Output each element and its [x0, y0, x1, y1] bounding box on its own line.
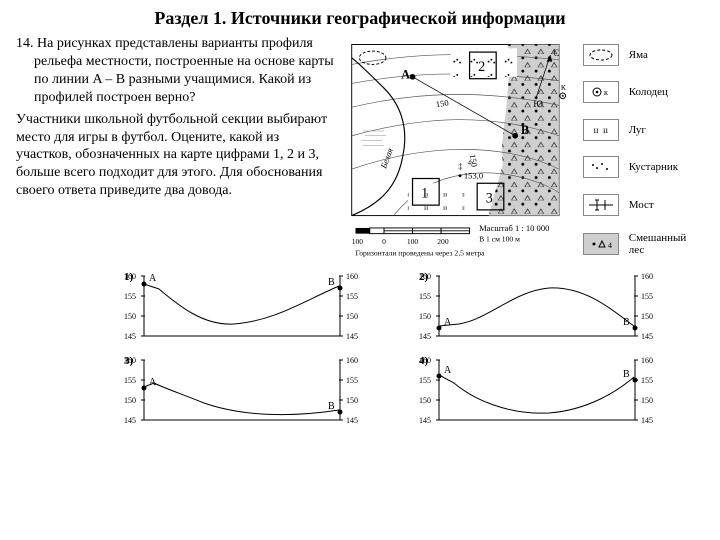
- page-title: Раздел 1. Источники географической инфор…: [16, 8, 704, 29]
- svg-text:150: 150: [124, 312, 136, 321]
- svg-text:155: 155: [641, 292, 653, 301]
- svg-text:A: A: [444, 317, 452, 328]
- plot-3: 3: [486, 190, 493, 206]
- plot-1: 1: [421, 186, 428, 202]
- svg-text:150: 150: [419, 312, 431, 321]
- legend-bridge-icon: [583, 194, 619, 216]
- svg-text:145: 145: [641, 332, 653, 341]
- svg-text:Ю: Ю: [534, 100, 544, 110]
- svg-text:0: 0: [383, 237, 387, 246]
- spot-height: 153,0: [464, 171, 483, 181]
- question-number: 14.: [16, 36, 34, 51]
- svg-text:A: A: [149, 377, 157, 388]
- svg-text:B: B: [623, 317, 630, 328]
- question-p2: Участники школьной футбольной секции выб…: [16, 111, 336, 201]
- svg-text:B: B: [328, 401, 335, 412]
- legend-well: Колодец: [625, 75, 702, 111]
- map-legend: Яма к Колодец ıı ıı Луг Кустарник Мост 4 См…: [577, 35, 704, 265]
- profile-3: 3) 145150155160145150155160 A B: [124, 355, 374, 430]
- svg-text:150: 150: [346, 396, 358, 405]
- svg-text:155: 155: [346, 292, 358, 301]
- legend-meadow-icon: ıı ıı: [583, 119, 619, 141]
- svg-text:155: 155: [641, 376, 653, 385]
- question-p1: На рисунках представлены варианты профил…: [34, 36, 334, 105]
- svg-text:145: 145: [124, 416, 136, 425]
- svg-text:160: 160: [641, 356, 653, 365]
- point-a: A: [402, 68, 411, 82]
- plot-2: 2: [479, 59, 486, 75]
- svg-text:145: 145: [346, 332, 358, 341]
- legend-shrub: Кустарник: [625, 150, 702, 186]
- legend-forest-icon: 4: [583, 233, 619, 255]
- svg-text:160: 160: [346, 356, 358, 365]
- profile-2: 2) 145150155160145150155160 A B: [419, 271, 669, 346]
- profile-charts: 1) 145150155160145150155160 A B 2) 14515…: [124, 271, 684, 435]
- svg-text:100: 100: [407, 237, 419, 246]
- svg-text:160: 160: [124, 356, 136, 365]
- svg-text:B: B: [623, 369, 630, 380]
- svg-text:145: 145: [419, 416, 431, 425]
- legend-meadow: Луг: [625, 112, 702, 148]
- svg-text:4: 4: [608, 241, 612, 250]
- svg-text:155: 155: [124, 292, 136, 301]
- profile-1: 1) 145150155160145150155160 A B: [124, 271, 374, 346]
- svg-text:Горизонтали проведены через 2,: Горизонтали проведены через 2,5 метра: [356, 249, 486, 258]
- svg-text:155: 155: [124, 376, 136, 385]
- svg-text:150: 150: [419, 396, 431, 405]
- svg-text:160: 160: [419, 272, 431, 281]
- scale-bar: 100 0 100 200 Масштаб 1 : 10 000 В 1 см …: [352, 223, 550, 258]
- svg-text:150: 150: [124, 396, 136, 405]
- well-k-label: К: [561, 83, 567, 92]
- contour-label: 150: [436, 98, 450, 110]
- svg-text:155: 155: [419, 292, 431, 301]
- svg-text:150: 150: [346, 312, 358, 321]
- svg-text:200: 200: [438, 237, 450, 246]
- svg-text:к: к: [604, 88, 608, 97]
- point-b: B: [521, 123, 529, 137]
- svg-text:145: 145: [346, 416, 358, 425]
- svg-text:145: 145: [641, 416, 653, 425]
- svg-text:A: A: [444, 365, 452, 376]
- svg-text:145: 145: [419, 332, 431, 341]
- svg-text:A: A: [149, 273, 157, 284]
- legend-pit-icon: [583, 44, 619, 66]
- legend-bridge: Мост: [625, 187, 702, 223]
- svg-text:150: 150: [641, 396, 653, 405]
- svg-text:160: 160: [124, 272, 136, 281]
- legend-shrub-icon: [583, 156, 619, 178]
- topographic-map: ıı Белая 150 150: [346, 35, 570, 265]
- svg-text:С: С: [554, 49, 560, 59]
- legend-pit: Яма: [625, 37, 702, 73]
- svg-text:160: 160: [346, 272, 358, 281]
- svg-text:145: 145: [124, 332, 136, 341]
- svg-text:В 1 см 100 м: В 1 см 100 м: [479, 234, 520, 243]
- legend-well-icon: к: [583, 81, 619, 103]
- svg-text:Масштаб 1 : 10 000: Масштаб 1 : 10 000: [479, 223, 549, 233]
- svg-text:‡: ‡: [459, 161, 464, 171]
- legend-forest: Смешанный лес: [625, 225, 702, 263]
- question-block: 14. На рисунках представлены варианты пр…: [16, 35, 336, 265]
- svg-text:155: 155: [419, 376, 431, 385]
- svg-text:150: 150: [641, 312, 653, 321]
- profile-4: 4) 145150155160145150155160 A B: [419, 355, 669, 430]
- svg-text:160: 160: [641, 272, 653, 281]
- svg-text:B: B: [328, 277, 335, 288]
- svg-text:155: 155: [346, 376, 358, 385]
- svg-text:100: 100: [352, 237, 364, 246]
- svg-text:160: 160: [419, 356, 431, 365]
